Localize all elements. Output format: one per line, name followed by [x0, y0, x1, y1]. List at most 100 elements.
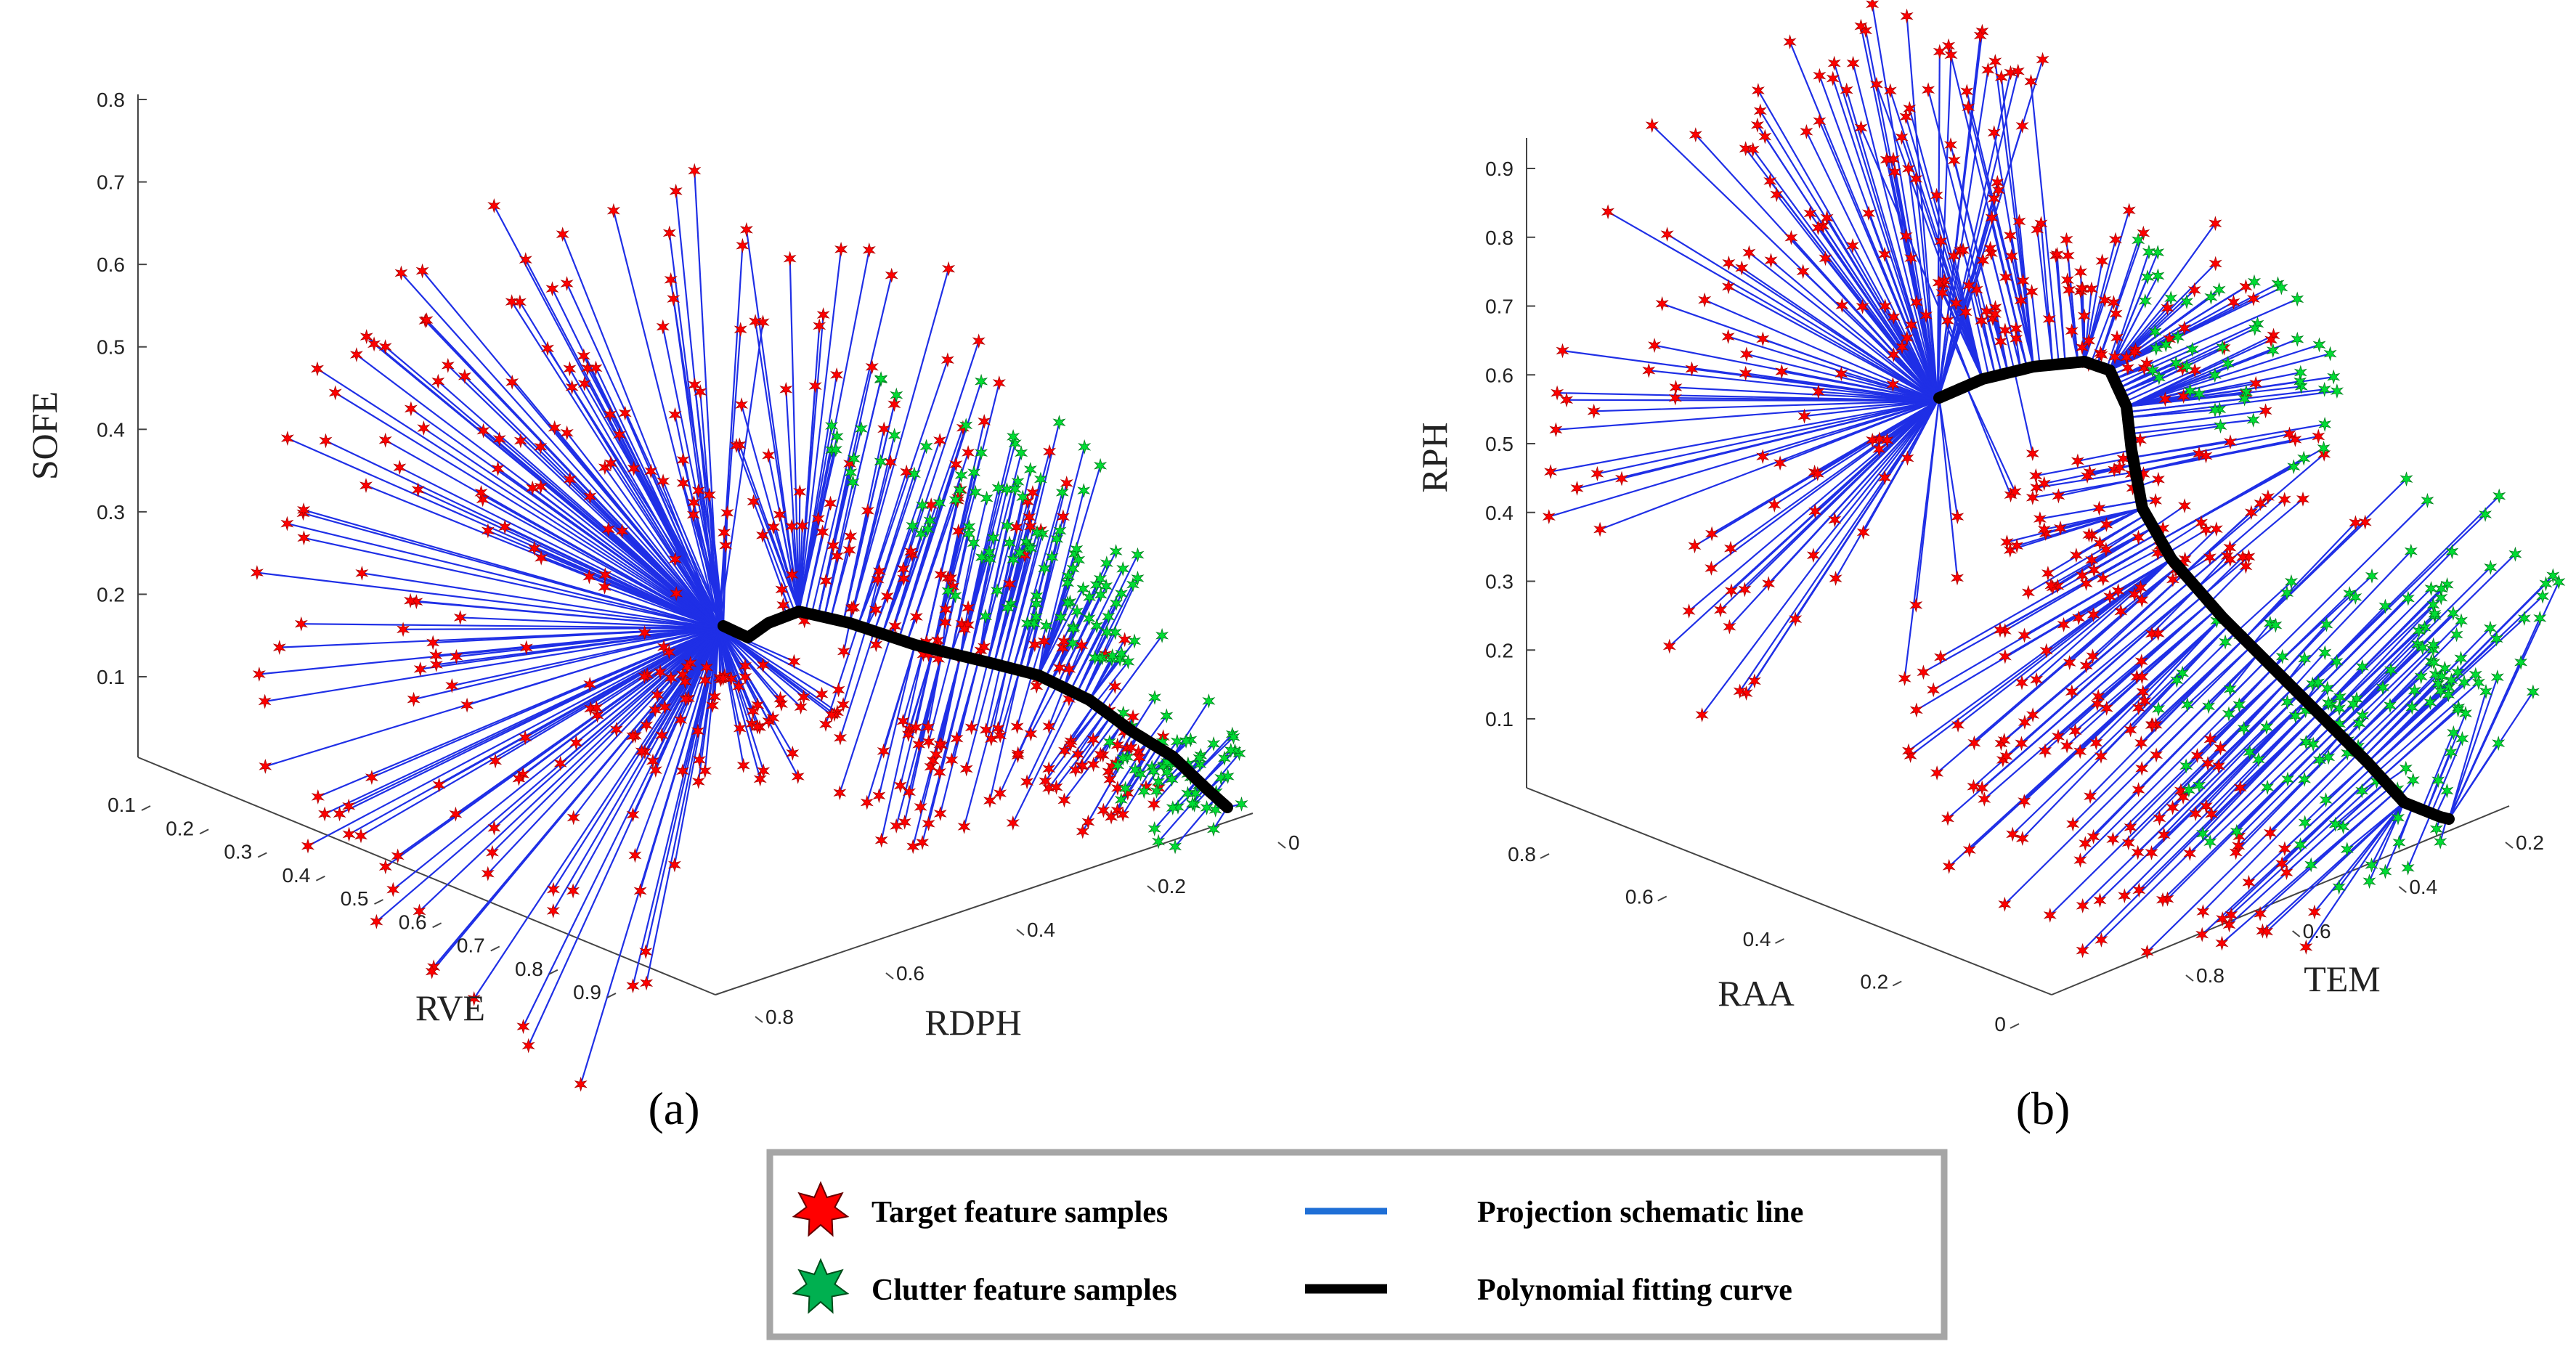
chart-b-clutter-point	[2298, 651, 2312, 667]
chart-a-clutter-point	[1024, 540, 1038, 556]
chart-b-clutter-point	[2440, 577, 2454, 593]
chart-b-projection-line	[2248, 700, 2307, 753]
chart-a-projection-line	[839, 630, 875, 738]
chart-b-target-point	[1685, 361, 1699, 377]
chart-a-clutter-point	[1137, 783, 1151, 799]
chart-a-clutter-point	[1052, 415, 1066, 431]
chart-b-y-axis	[2051, 805, 2510, 995]
chart-a-target-point	[635, 744, 649, 760]
chart-b-clutter-point	[2526, 684, 2540, 700]
chart-a-target-point	[691, 723, 704, 739]
chart-b-target-point	[2085, 552, 2099, 568]
chart-a-target-point	[565, 379, 579, 395]
chart-b-y-tick	[2505, 842, 2514, 849]
chart-a-projection-line	[718, 627, 759, 706]
chart-a-target-point	[638, 624, 651, 640]
chart-b-clutter-point	[2196, 826, 2210, 842]
chart-a-projection-line	[365, 335, 720, 629]
chart-b-projection-line	[2127, 409, 2216, 419]
chart-a-projection-line	[718, 627, 724, 679]
chart-b-target-point	[2011, 63, 2025, 79]
chart-b-clutter-point	[2355, 783, 2369, 799]
chart-a-target-point	[794, 699, 808, 715]
chart-a-target-point	[837, 697, 850, 712]
chart-b-projection-line	[2084, 660, 2267, 844]
chart-a-projection-line	[681, 627, 720, 772]
chart-b-clutter-point	[2238, 391, 2251, 407]
chart-b-target-point	[2063, 655, 2076, 671]
chart-b-clutter-point	[2399, 760, 2413, 776]
chart-a-target-point	[534, 479, 548, 494]
chart-b-target-point	[1976, 253, 1990, 268]
chart-b-projection-line	[2312, 587, 2432, 708]
chart-a-target-point	[519, 730, 532, 746]
chart-b-target-point	[2084, 281, 2098, 297]
chart-a-projection-line	[673, 298, 725, 627]
chart-b-target-point	[2137, 225, 2150, 241]
chart-a-target-point	[426, 635, 440, 651]
chart-b-projection-line	[1834, 400, 1938, 521]
chart-b-target-point	[1994, 333, 2007, 349]
chart-b-projection-line	[1852, 62, 1939, 402]
chart-b-projection-line	[1860, 25, 1939, 402]
chart-b-target-point	[2033, 511, 2047, 526]
chart-b-projection-line	[2305, 802, 2405, 948]
chart-b-projection-line	[1936, 35, 1981, 402]
chart-b-target-point	[2239, 558, 2253, 574]
chart-a-projection-line	[304, 537, 720, 630]
chart-a-projection-line	[1094, 661, 1129, 705]
chart-a-clutter-point	[825, 442, 839, 458]
chart-a-clutter-point	[1227, 729, 1240, 745]
chart-b-target-point	[1738, 582, 1752, 598]
chart-a-clutter-point	[1090, 618, 1104, 634]
chart-b-clutter-point	[2479, 683, 2493, 699]
chart-a-fitting-curve	[718, 606, 1233, 813]
chart-b-target-point	[1886, 377, 1900, 392]
chart-a-clutter-point	[1206, 821, 1221, 837]
chart-b-target-point	[1723, 540, 1737, 556]
chart-b-projection-line	[2126, 391, 2247, 408]
chart-a-projection-line	[878, 644, 917, 797]
chart-b-clutter-point	[2180, 358, 2194, 374]
chart-a-clutter-point	[1150, 783, 1163, 799]
chart-b-target-point	[2145, 844, 2158, 860]
chart-a-target-point	[589, 360, 603, 376]
chart-b-target-point	[2124, 819, 2137, 835]
chart-b-target-point	[2109, 306, 2123, 322]
chart-a-target-point	[736, 237, 749, 253]
chart-b-projection-line	[2167, 529, 2207, 554]
chart-b-target-point	[2044, 577, 2058, 593]
chart-b-clutter-point	[2216, 339, 2230, 355]
chart-b-clutter-point	[2312, 752, 2326, 768]
chart-a-clutter-point	[1065, 635, 1079, 651]
chart-b-projection-line	[2118, 362, 2177, 390]
chart-b-clutter-point	[2412, 623, 2426, 639]
chart-b-target-point	[2199, 448, 2213, 464]
chart-b-clutter-point	[2352, 715, 2366, 731]
chart-a-projection-line	[959, 436, 1015, 656]
chart-b-clutter-point	[2222, 706, 2236, 722]
chart-a-target-point	[797, 689, 810, 705]
chart-a-projection-line	[418, 489, 720, 629]
chart-b-target-point	[2122, 203, 2136, 219]
chart-b-target-point	[1753, 103, 1767, 119]
chart-b-clutter-point	[2202, 699, 2216, 714]
chart-a-target-point	[904, 544, 918, 560]
chart-a-target-point	[566, 810, 580, 826]
chart-b-projection-line	[2182, 624, 2230, 674]
chart-a-target-point	[668, 551, 682, 567]
chart-b-target-point	[2100, 516, 2113, 532]
chart-b-clutter-point	[2149, 341, 2163, 357]
chart-a-projection-line	[1082, 577, 1139, 698]
chart-a-projection-line	[1105, 635, 1163, 713]
chart-a-clutter-point	[1020, 616, 1034, 631]
chart-a-projection-line	[1057, 594, 1102, 685]
chart-b-projection-line	[1993, 132, 2035, 367]
chart-b-clutter-point	[2317, 440, 2331, 456]
chart-b-target-point	[1901, 743, 1916, 759]
chart-a-projection-line	[1026, 690, 1071, 783]
chart-a-clutter-point	[907, 466, 921, 482]
chart-b-target-point	[2087, 607, 2100, 622]
chart-b-clutter-point	[2320, 616, 2333, 632]
chart-a-target-point	[818, 717, 833, 732]
